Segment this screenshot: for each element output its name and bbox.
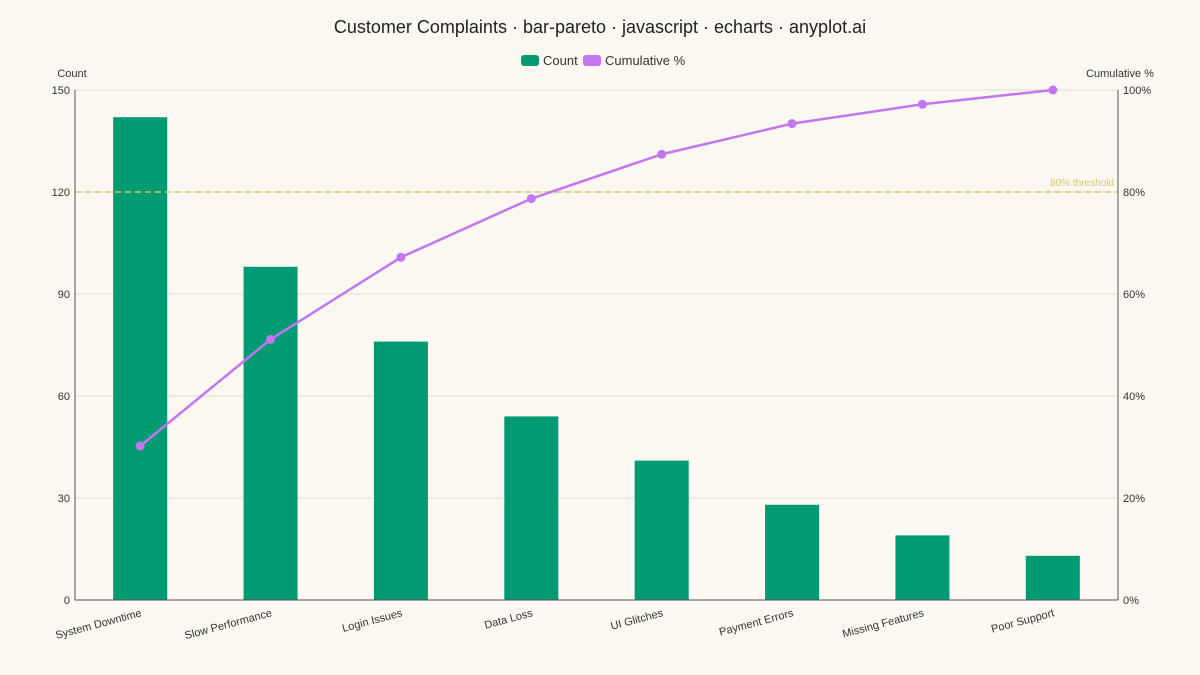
right-tick-label: 60% [1123,289,1145,301]
cumulative-point[interactable] [396,252,406,262]
cumulative-line-group [135,85,1058,451]
cumulative-point[interactable] [787,119,797,129]
left-tick-label: 90 [58,289,70,301]
legend-swatch-count[interactable] [521,55,539,66]
bar[interactable] [895,535,950,600]
legend-swatch-cumulative[interactable] [583,55,601,66]
cumulative-point[interactable] [526,194,536,204]
x-tick-label: UI Glitches [609,607,665,633]
x-tick-label: Data Loss [483,607,534,632]
x-tick-label: Poor Support [990,607,1056,635]
bars [113,117,1080,600]
bar[interactable] [113,117,168,600]
chart-title: Customer Complaints · bar-pareto · javas… [334,17,866,37]
legend-label-count[interactable]: Count [543,53,578,68]
right-tick-label: 80% [1123,187,1145,199]
bar[interactable] [504,416,559,600]
bar[interactable] [634,460,689,600]
left-tick-label: 150 [52,85,70,97]
x-tick-label: Login Issues [341,607,404,635]
right-tick-label: 0% [1123,595,1139,607]
right-tick-label: 100% [1123,85,1151,97]
threshold-group: 80% threshold [75,178,1118,193]
x-tick-label: Slow Performance [183,607,273,642]
x-tick-labels: System Downtime Slow Performance Login Iss… [54,607,1055,642]
axes [74,90,1119,601]
legend-label-cumulative[interactable]: Cumulative % [605,53,686,68]
x-tick-label: Payment Errors [718,607,795,638]
y-axis-left-label: Count [57,68,86,80]
bar[interactable] [243,266,298,600]
bar[interactable] [1025,555,1080,600]
cumulative-point[interactable] [1048,85,1058,95]
bar[interactable] [765,504,820,600]
x-tick-label: Missing Features [841,607,925,640]
cumulative-point[interactable] [917,99,927,109]
x-tick-label: System Downtime [54,607,143,642]
cumulative-point[interactable] [266,334,276,344]
left-tick-label: 60 [58,391,70,403]
threshold-label: 80% threshold [1050,178,1114,189]
legend[interactable]: Count Cumulative % [521,53,686,68]
cumulative-line [139,88,1053,447]
bar[interactable] [373,341,428,600]
left-tick-labels: 0 30 60 90 120 150 [52,85,70,607]
y-axis-right-label: Cumulative % [1086,68,1154,80]
left-tick-label: 120 [52,187,70,199]
cumulative-point[interactable] [135,441,145,451]
right-tick-label: 20% [1123,493,1145,505]
left-tick-label: 0 [64,595,70,607]
right-tick-labels: 0% 20% 40% 60% 80% 100% [1123,85,1151,607]
left-tick-label: 30 [58,493,70,505]
right-tick-label: 40% [1123,391,1145,403]
gridlines [75,89,1118,499]
cumulative-point[interactable] [657,149,667,159]
